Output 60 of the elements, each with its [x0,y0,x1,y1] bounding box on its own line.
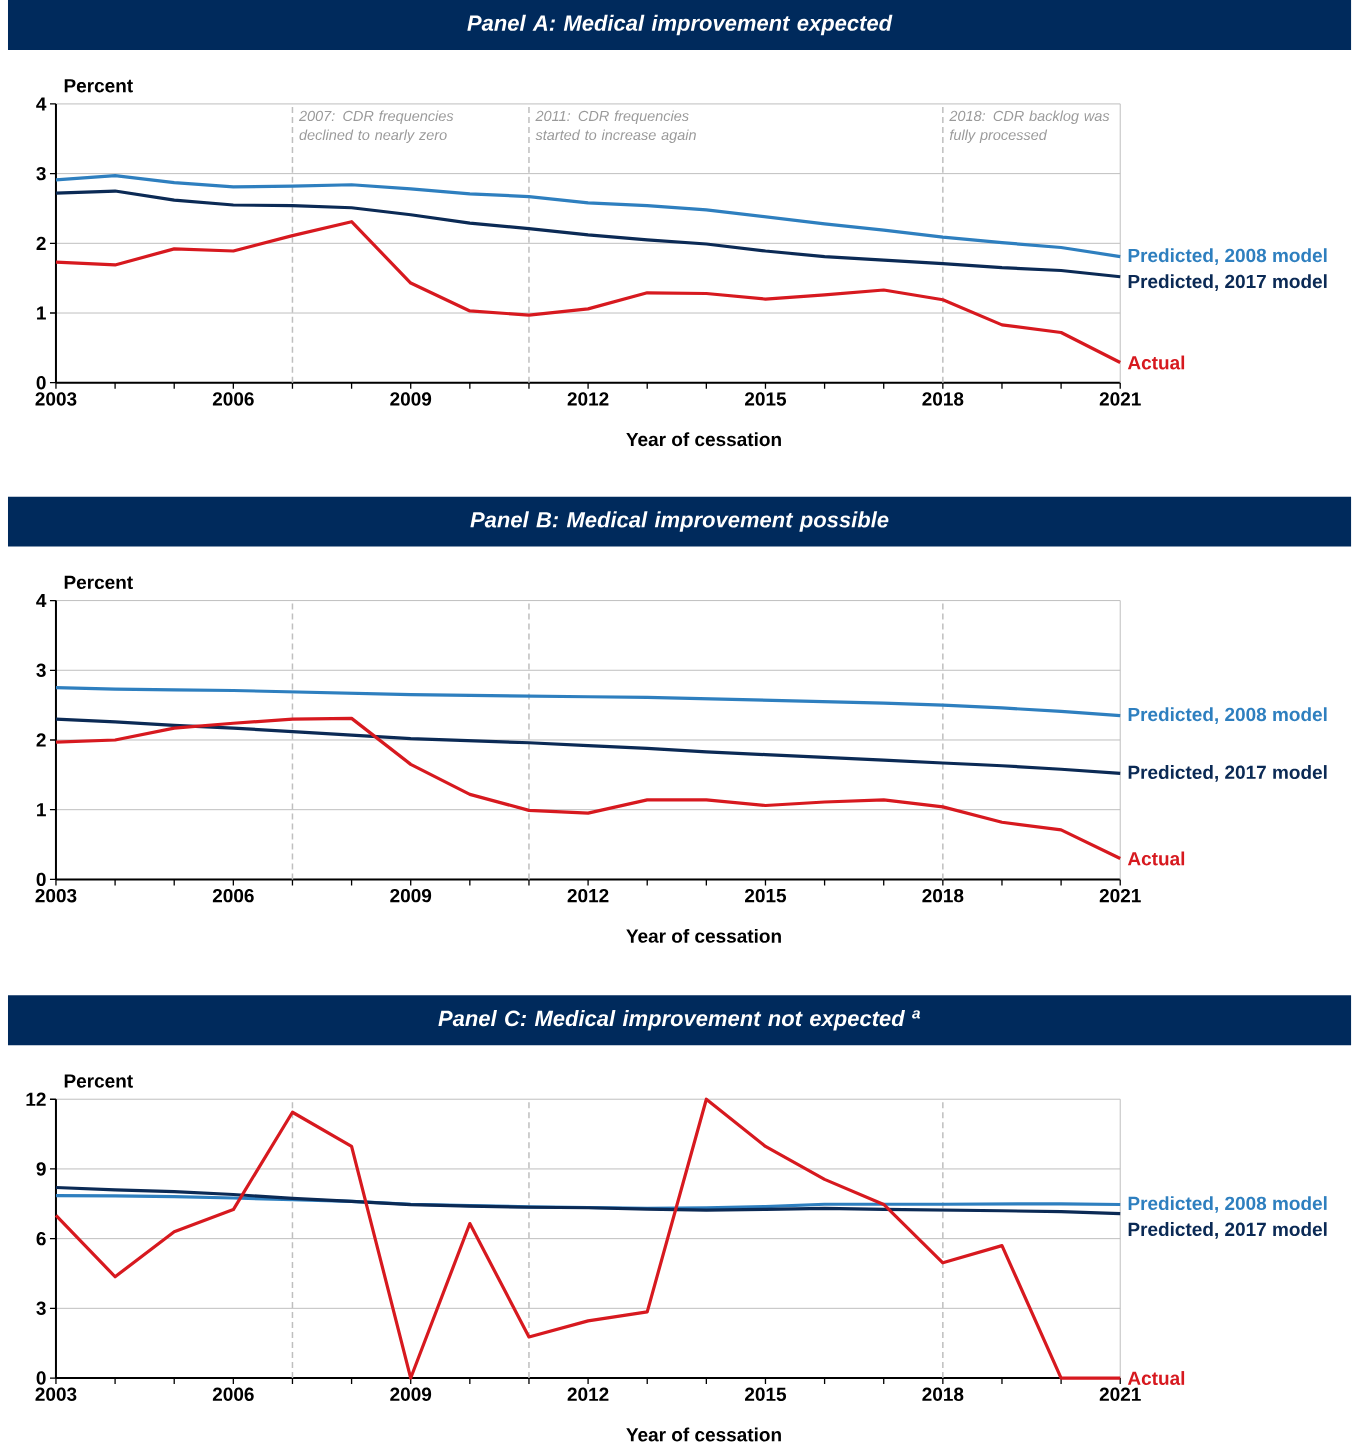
chart-title: Panel B: Medical improvement possible [470,511,889,532]
ref-line-label: 2018: CDR backlog was fully processed [949,110,1110,143]
series-label: Actual [1127,851,1185,866]
line-series [54,716,1122,861]
x-tick-label: 2012 [567,392,609,406]
y-tick-label: 2 [36,733,46,747]
ref-line-label: 2011: CDR frequencies started to increase again [535,110,696,143]
y-tick-label: 12 [26,1092,46,1106]
y-tick-label: 2 [36,236,46,250]
y-tick-label: 0 [36,376,46,390]
x-tick-label: 2006 [212,1387,254,1402]
x-tick-label: 2003 [35,1387,77,1402]
x-tick-label: 2015 [744,888,787,903]
x-tick-label: 2021 [1099,1387,1141,1402]
y-tick-label: 6 [36,1231,46,1246]
y-tick-label: 1 [37,306,46,320]
y-tick-label: 4 [36,594,47,608]
y-tick-label: 3 [36,166,46,181]
x-tick-label: 2012 [567,888,609,903]
series-label: Predicted, 2008 model [1128,248,1327,265]
x-axis-title: Year of cessation [626,1427,781,1442]
line-series [54,220,1122,365]
y-tick-label: 3 [36,1301,46,1316]
x-tick-label: 2015 [744,392,787,406]
y-tick-label: 9 [36,1162,46,1176]
x-tick-label: 2006 [212,392,254,406]
y-axis-title: Percent [64,79,133,93]
y-axis-title: Percent [64,575,133,590]
series-label: Predicted, 2008 model [1128,1196,1327,1213]
x-tick-label: 2009 [390,1387,432,1402]
x-tick-label: 2003 [35,888,77,903]
series-label: Actual [1127,1371,1185,1386]
series-label: Predicted, 2017 model [1128,765,1327,782]
series-label: Predicted, 2017 model [1128,1222,1327,1239]
x-tick-label: 2003 [35,392,77,406]
x-axis-title: Year of cessation [626,928,781,943]
x-tick-label: 2018 [922,1387,964,1402]
x-tick-label: 2021 [1099,392,1141,406]
x-tick-label: 2009 [390,392,432,406]
x-axis-title: Year of cessation [626,432,781,447]
x-tick-label: 2021 [1099,888,1141,903]
y-tick-label: 0 [36,872,46,887]
series-label: Predicted, 2008 model [1128,707,1327,724]
x-tick-label: 2018 [922,392,964,406]
x-tick-label: 2012 [567,1387,609,1402]
chart-title: Panel A: Medical improvement expected [467,14,893,36]
line-series [54,189,1122,279]
x-tick-label: 2006 [212,888,254,903]
y-tick-label: 3 [36,663,46,678]
series-label: Actual [1127,355,1185,370]
y-axis-title: Percent [64,1074,133,1088]
chart-title: Panel C: Medical improvement not expected $^{a}$ [438,1010,921,1031]
y-tick-label: 4 [36,97,47,111]
x-tick-label: 2018 [922,888,964,903]
y-tick-label: 1 [37,803,46,817]
y-tick-label: 0 [36,1371,46,1385]
ref-line-label: 2007: CDR frequencies declined to nearly zero [298,110,454,143]
x-tick-label: 2015 [744,1387,787,1402]
series-label: Predicted, 2017 model [1128,274,1327,291]
x-tick-label: 2009 [390,888,432,903]
